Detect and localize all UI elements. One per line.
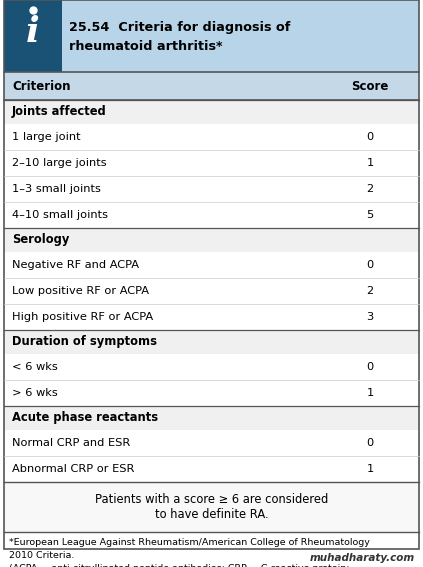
Bar <box>4 532 419 549</box>
Bar <box>4 278 419 304</box>
Text: High positive RF or ACPA: High positive RF or ACPA <box>12 312 153 322</box>
Text: 25.54  Criteria for diagnosis of: 25.54 Criteria for diagnosis of <box>69 20 290 33</box>
Bar <box>4 430 419 456</box>
Text: 1: 1 <box>366 464 374 474</box>
Text: 0: 0 <box>366 260 374 270</box>
Text: 0: 0 <box>366 438 374 448</box>
Text: Negative RF and ACPA: Negative RF and ACPA <box>12 260 139 270</box>
Text: < 6 wks: < 6 wks <box>12 362 58 372</box>
Bar <box>4 124 419 150</box>
Text: Normal CRP and ESR: Normal CRP and ESR <box>12 438 130 448</box>
Text: 3: 3 <box>366 312 374 322</box>
Text: 2: 2 <box>366 286 374 296</box>
Bar <box>4 304 419 330</box>
Bar <box>4 72 419 100</box>
Bar <box>4 228 419 252</box>
Text: 1: 1 <box>366 388 374 398</box>
Text: Acute phase reactants: Acute phase reactants <box>12 412 158 425</box>
Bar <box>4 406 419 430</box>
Text: Score: Score <box>352 79 389 92</box>
Text: rheumatoid arthritis*: rheumatoid arthritis* <box>69 40 222 53</box>
Text: Low positive RF or ACPA: Low positive RF or ACPA <box>12 286 149 296</box>
Text: Joints affected: Joints affected <box>12 105 107 119</box>
Text: 4–10 small joints: 4–10 small joints <box>12 210 108 220</box>
Text: i: i <box>26 15 40 49</box>
Text: 1: 1 <box>366 158 374 168</box>
Bar <box>4 0 62 72</box>
Text: Duration of symptoms: Duration of symptoms <box>12 336 157 349</box>
Text: 2010 Criteria.: 2010 Criteria. <box>9 551 74 560</box>
Text: Patients with a score ≥ 6 are considered
to have definite RA.: Patients with a score ≥ 6 are considered… <box>95 493 328 521</box>
Bar <box>4 150 419 176</box>
Text: (ACPA = anti-citrullinated peptide antibodies; CRP = C-reactive protein;: (ACPA = anti-citrullinated peptide antib… <box>9 564 349 567</box>
Text: Abnormal CRP or ESR: Abnormal CRP or ESR <box>12 464 135 474</box>
Bar <box>4 380 419 406</box>
Bar <box>4 252 419 278</box>
Text: 0: 0 <box>366 132 374 142</box>
Text: > 6 wks: > 6 wks <box>12 388 58 398</box>
Bar <box>4 456 419 482</box>
Text: Criterion: Criterion <box>12 79 71 92</box>
Text: Serology: Serology <box>12 234 69 247</box>
Text: muhadharaty.com: muhadharaty.com <box>310 553 415 563</box>
Bar <box>4 482 419 532</box>
Bar <box>4 100 419 124</box>
Text: 5: 5 <box>366 210 374 220</box>
Bar <box>4 202 419 228</box>
Text: 2: 2 <box>366 184 374 194</box>
Text: 1 large joint: 1 large joint <box>12 132 81 142</box>
Bar <box>4 176 419 202</box>
Bar <box>4 330 419 354</box>
Bar <box>4 0 419 72</box>
Text: *European League Against Rheumatism/American College of Rheumatology: *European League Against Rheumatism/Amer… <box>9 538 370 547</box>
Text: 0: 0 <box>366 362 374 372</box>
Bar <box>4 354 419 380</box>
Text: 1–3 small joints: 1–3 small joints <box>12 184 101 194</box>
Text: 2–10 large joints: 2–10 large joints <box>12 158 107 168</box>
